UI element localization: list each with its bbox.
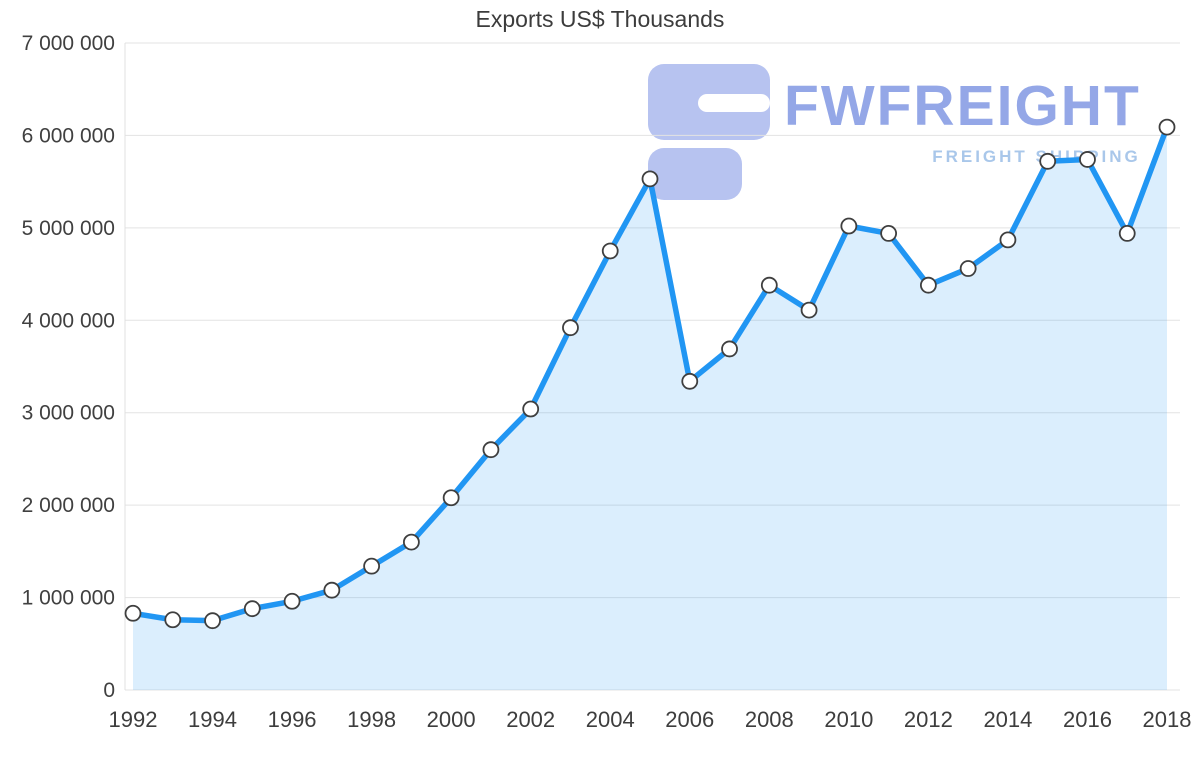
data-point-2017[interactable] — [1118, 225, 1136, 242]
data-point-2010[interactable] — [840, 217, 858, 235]
y-axis-label: 3 000 000 — [22, 402, 115, 425]
watermark-brand-text: FWFREIGHT — [784, 74, 1141, 138]
x-axis-label: 2000 — [427, 707, 476, 732]
data-point-2011[interactable] — [880, 225, 898, 242]
data-point-2016[interactable] — [1079, 151, 1096, 168]
fwfreight-logo-icon — [648, 64, 770, 200]
data-point-2012[interactable] — [919, 276, 937, 294]
data-point-2004[interactable] — [601, 242, 619, 260]
y-axis-label: 6 000 000 — [22, 124, 115, 147]
x-axis-label: 1994 — [188, 707, 237, 732]
y-axis-label: 4 000 000 — [22, 309, 115, 332]
data-point-1992[interactable] — [124, 604, 142, 622]
x-axis-label: 2010 — [824, 707, 873, 732]
chart-title: Exports US$ Thousands — [475, 6, 725, 32]
y-axis-label: 0 — [103, 679, 115, 702]
x-axis-label: 2004 — [586, 707, 635, 732]
x-axis-label: 2018 — [1143, 707, 1192, 732]
data-point-2001[interactable] — [482, 441, 500, 459]
data-point-2002[interactable] — [522, 400, 540, 418]
y-axis-label: 2 000 000 — [22, 494, 115, 517]
data-point-2003[interactable] — [562, 319, 579, 337]
x-axis-label: 2002 — [506, 707, 555, 732]
logo-bottom-block — [648, 148, 742, 200]
data-point-1998[interactable] — [363, 557, 381, 575]
data-point-1996[interactable] — [283, 592, 301, 610]
x-axis-label: 1992 — [109, 707, 158, 732]
data-point-2005[interactable] — [641, 170, 659, 188]
data-point-1999[interactable] — [402, 533, 420, 551]
data-point-2013[interactable] — [959, 260, 977, 277]
data-point-2000[interactable] — [442, 489, 460, 507]
x-axis-label: 2008 — [745, 707, 794, 732]
watermark: FWFREIGHT FREIGHT SHIPPING — [648, 64, 1141, 200]
data-point-2008[interactable] — [760, 276, 778, 294]
data-point-1994[interactable] — [204, 612, 221, 630]
data-point-2018[interactable] — [1158, 118, 1176, 136]
data-point-1997[interactable] — [323, 581, 341, 599]
x-axis-label: 2016 — [1063, 707, 1112, 732]
x-axis-label: 2012 — [904, 707, 953, 732]
x-axis-label: 1996 — [268, 707, 317, 732]
data-point-2007[interactable] — [721, 340, 738, 358]
data-point-1993[interactable] — [164, 611, 182, 629]
x-axis-label: 1998 — [347, 707, 396, 732]
data-point-2014[interactable] — [999, 231, 1017, 249]
data-point-2015[interactable] — [1039, 152, 1057, 170]
logo-slot — [698, 94, 770, 112]
y-axis-label: 7 000 000 — [22, 32, 115, 55]
y-axis-label: 1 000 000 — [22, 587, 115, 610]
data-point-1995[interactable] — [243, 600, 261, 618]
x-axis-label: 2006 — [665, 707, 714, 732]
area-fill — [133, 127, 1167, 691]
y-axis-label: 5 000 000 — [22, 217, 115, 240]
data-point-2009[interactable] — [800, 301, 818, 319]
data-point-2006[interactable] — [681, 372, 699, 390]
x-axis-label: 2014 — [983, 707, 1032, 732]
